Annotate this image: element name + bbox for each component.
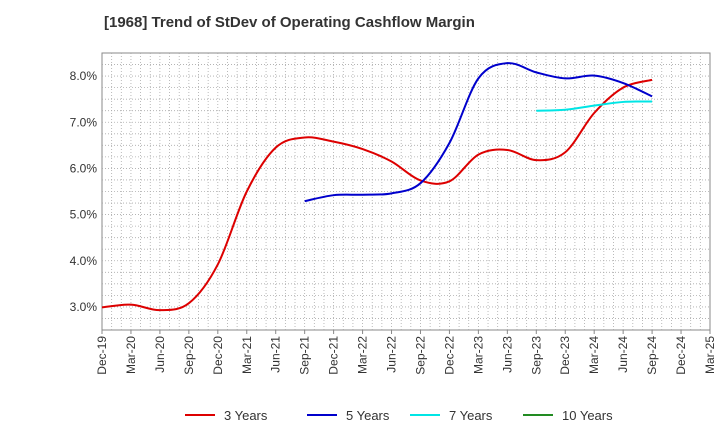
y-tick-label: 3.0% (70, 300, 98, 314)
x-tick-label: Dec-22 (442, 336, 456, 375)
x-tick-label: Sep-23 (529, 336, 543, 375)
x-tick-label: Mar-23 (471, 336, 485, 374)
series-line-3-years (101, 78, 653, 312)
x-tick-label: Dec-19 (95, 336, 109, 375)
series-line-7-years (536, 100, 653, 112)
x-tick-label: Sep-20 (182, 336, 196, 375)
legend-label-7-years: 7 Years (449, 408, 493, 423)
x-tick-label: Dec-24 (674, 336, 688, 375)
series-line-5-years (304, 62, 653, 203)
x-tick-label: Dec-23 (558, 336, 572, 375)
x-tick-label: Jun-20 (153, 336, 167, 373)
y-tick-label: 7.0% (70, 115, 98, 129)
x-tick-label: Mar-21 (240, 336, 254, 374)
x-tick-label: Jun-24 (616, 336, 630, 373)
x-tick-label: Jun-23 (500, 336, 514, 373)
x-tick-label: Jun-21 (269, 336, 283, 373)
x-tick-label: Jun-22 (385, 336, 399, 373)
y-tick-label: 6.0% (70, 161, 98, 175)
legend-label-10-years: 10 Years (562, 408, 613, 423)
legend-label-5-years: 5 Years (346, 408, 390, 423)
legend-label-3-years: 3 Years (224, 408, 268, 423)
y-tick-label: 5.0% (70, 208, 98, 222)
chart-title: [1968] Trend of StDev of Operating Cashf… (104, 14, 475, 31)
y-axis: 3.0% 4.0% 5.0% 6.0% 7.0% 8.0% (70, 69, 98, 314)
series-lines (101, 62, 653, 312)
x-tick-label: Mar-22 (356, 336, 370, 374)
x-axis: Dec-19 Mar-20 Jun-20 Sep-20 Dec-20 Mar-21 Jun-… (95, 330, 717, 375)
y-tick-label: 8.0% (70, 69, 98, 83)
x-tick-label: Mar-24 (587, 336, 601, 374)
y-tick-label: 4.0% (70, 254, 98, 268)
x-tick-label: Dec-21 (327, 336, 341, 375)
x-tick-label: Sep-22 (413, 336, 427, 375)
x-tick-label: Sep-21 (298, 336, 312, 375)
x-tick-label: Mar-20 (124, 336, 138, 374)
legend: 3 Years 5 Years 7 Years 10 Years (185, 408, 613, 423)
x-tick-label: Mar-25 (703, 336, 717, 374)
x-tick-label: Sep-24 (645, 336, 659, 375)
x-tick-label: Dec-20 (211, 336, 225, 375)
